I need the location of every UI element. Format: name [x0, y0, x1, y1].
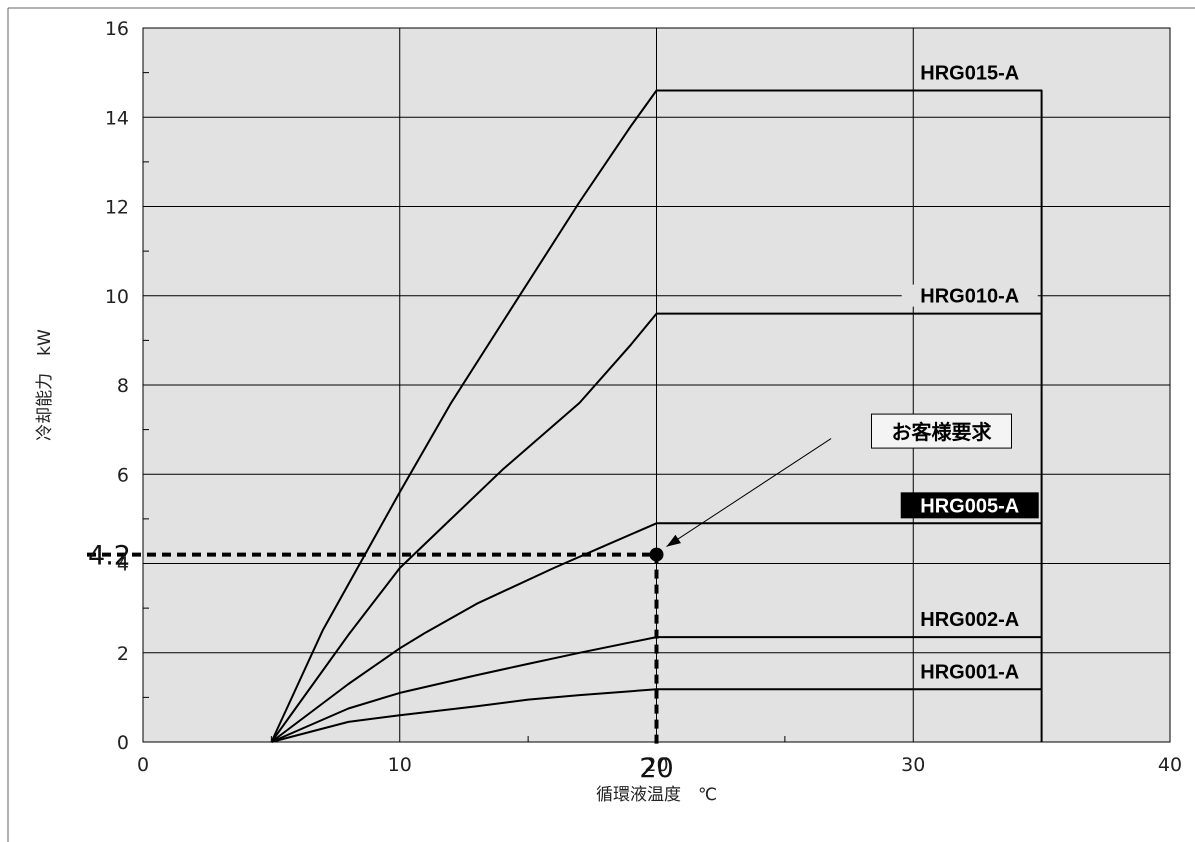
callout-arrow-head	[666, 534, 681, 547]
series-line-hrg001-a	[271, 688, 1042, 743]
series-labels: HRG015-A HRG010-A HRG005-A HRG002-A HRG001-A	[900, 62, 1039, 683]
y-tick-label: 16	[105, 18, 129, 40]
series-line-hrg002-a	[271, 636, 1042, 743]
x-tick-label: 10	[388, 754, 412, 776]
series-line-hrg010-a	[270, 312, 1042, 743]
series-label-hrg010-a: HRG010-A	[920, 286, 1019, 308]
requirement-x-label: 20	[639, 753, 673, 784]
requirement-y-label: 4.2	[88, 541, 131, 572]
y-axis-label: 冷却能力 kW	[35, 329, 55, 441]
series-label-hrg001-a: HRG001-A	[920, 661, 1019, 683]
y-tick-label: 12	[105, 197, 129, 219]
requirement-marker: お客様要求	[87, 413, 1012, 744]
y-tick-label: 6	[117, 464, 129, 486]
series-label-highlight-bg	[900, 492, 1039, 519]
x-tick-label: 40	[1158, 754, 1182, 776]
x-tick-label: 20	[644, 754, 668, 776]
y-tick-label: 14	[105, 107, 129, 129]
y-tick-label: 10	[105, 286, 129, 308]
y-tick-label: 0	[117, 732, 129, 754]
y-tick-label: 8	[117, 375, 129, 397]
x-tick-label: 30	[901, 754, 925, 776]
y-tick-label: 4	[117, 554, 129, 576]
grid-lines	[142, 27, 1171, 743]
callout-label: お客様要求	[891, 420, 992, 444]
series-label-hrg002-a: HRG002-A	[920, 609, 1019, 631]
callout-arrow-line	[666, 438, 832, 547]
series-line-hrg005-a	[270, 522, 1042, 743]
series-label-bg	[901, 284, 1038, 307]
series-lines	[270, 89, 1043, 743]
callout-box	[870, 413, 1012, 449]
x-axis-label: 循環液温度 ℃	[596, 785, 717, 805]
y-tick-label: 2	[117, 643, 129, 665]
series-label-hrg015-a: HRG015-A	[920, 62, 1019, 84]
requirement-point	[649, 547, 664, 562]
series-line-hrg015-a	[270, 89, 1043, 743]
series-label-hrg005-a: HRG005-A	[920, 495, 1019, 517]
x-tick-label: 0	[137, 754, 149, 776]
